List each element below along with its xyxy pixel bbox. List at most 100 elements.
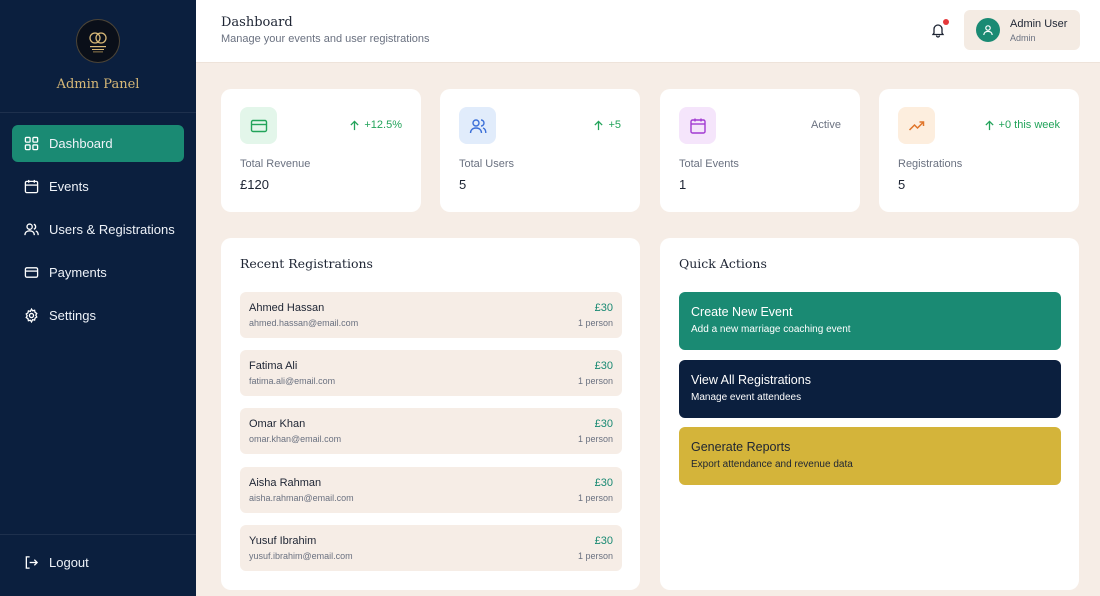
registrant-email: ahmed.hassan@email.com — [249, 318, 359, 328]
registration-count: 1 person — [577, 318, 613, 328]
generate-reports-button[interactable]: Generate Reports Export attendance and r… — [679, 427, 1061, 485]
registration-row[interactable]: Fatima Ali fatima.ali@email.com £30 1 pe… — [240, 350, 622, 396]
stat-card-events: Active Total Events 1 — [660, 89, 860, 212]
notification-dot — [943, 19, 949, 25]
stat-icon-box — [240, 107, 277, 144]
registrant-email: fatima.ali@email.com — [249, 376, 336, 386]
logout-label: Logout — [49, 555, 89, 570]
page-title: Dashboard — [221, 15, 293, 30]
stat-value: 5 — [459, 177, 467, 192]
action-subtitle: Manage event attendees — [691, 392, 802, 403]
registration-count: 1 person — [577, 493, 613, 503]
top-header: Dashboard Manage your events and user re… — [196, 0, 1100, 63]
registrant-name: Ahmed Hassan — [249, 302, 325, 314]
sidebar-item-settings[interactable]: Settings — [12, 297, 184, 334]
user-menu[interactable]: Admin User Admin — [964, 10, 1080, 50]
stat-card-revenue: +12.5% Total Revenue £120 — [221, 89, 421, 212]
panel-title: Admin Panel — [56, 77, 140, 92]
stat-card-registrations: +0 this week Registrations 5 — [879, 89, 1079, 212]
panel-heading: Recent Registrations — [240, 256, 373, 271]
brand-logo — [76, 19, 120, 63]
create-event-button[interactable]: Create New Event Add a new marriage coac… — [679, 292, 1061, 350]
stat-badge-text: +12.5% — [364, 119, 402, 131]
rings-logo-icon — [89, 32, 107, 53]
users-icon — [469, 118, 486, 133]
registrant-name: Aisha Rahman — [249, 477, 322, 489]
view-registrations-button[interactable]: View All Registrations Manage event atte… — [679, 360, 1061, 418]
trending-up-icon — [908, 120, 924, 131]
sidebar-nav: Dashboard Events Users & Registrations P… — [12, 125, 184, 340]
calendar-icon — [24, 179, 39, 194]
stat-value: 5 — [898, 177, 906, 192]
sidebar-item-label: Users & Registrations — [49, 222, 175, 237]
registrant-email: yusuf.ibrahim@email.com — [249, 551, 353, 561]
stat-icon-box — [679, 107, 716, 144]
sidebar-item-label: Payments — [49, 265, 107, 280]
logo-area — [0, 0, 196, 113]
calendar-icon — [689, 118, 706, 134]
stat-label: Total Users — [459, 158, 515, 170]
registrant-name: Omar Khan — [249, 418, 306, 430]
sidebar-item-label: Dashboard — [49, 136, 113, 151]
bell-icon[interactable] — [930, 22, 946, 38]
logout-icon — [25, 556, 39, 569]
action-subtitle: Add a new marriage coaching event — [691, 324, 851, 335]
registration-count: 1 person — [577, 551, 613, 561]
arrow-up-icon — [984, 119, 994, 130]
sidebar-item-users-registrations[interactable]: Users & Registrations — [12, 211, 184, 248]
registration-row[interactable]: Ahmed Hassan ahmed.hassan@email.com £30 … — [240, 292, 622, 338]
registration-count: 1 person — [577, 376, 613, 386]
stat-icon-box — [459, 107, 496, 144]
registrant-name: Yusuf Ibrahim — [249, 535, 317, 547]
arrow-up-icon — [594, 119, 604, 130]
registration-amount: £30 — [594, 535, 613, 547]
grid-icon — [24, 136, 39, 151]
stat-icon-box — [898, 107, 935, 144]
sidebar-divider — [0, 534, 196, 535]
sidebar-item-label: Events — [49, 179, 89, 194]
registration-row[interactable]: Omar Khan omar.khan@email.com £30 1 pers… — [240, 408, 622, 454]
registrant-email: aisha.rahman@email.com — [249, 493, 354, 503]
avatar — [976, 18, 1000, 42]
stat-trend-badge: +0 this week — [984, 119, 1060, 131]
stat-card-users: +5 Total Users 5 — [440, 89, 640, 212]
sidebar: Admin Panel Dashboard Events Users & Reg… — [0, 0, 196, 596]
sidebar-item-dashboard[interactable]: Dashboard — [12, 125, 184, 162]
stat-label: Registrations — [898, 158, 963, 170]
action-title: Create New Event — [691, 305, 793, 319]
sidebar-item-label: Settings — [49, 308, 96, 323]
gear-icon — [25, 308, 38, 323]
registrant-email: omar.khan@email.com — [249, 434, 342, 444]
arrow-up-icon — [350, 119, 359, 130]
stat-badge-text: +5 — [608, 119, 621, 131]
credit-card-icon — [250, 119, 267, 132]
user-name: Admin User — [1010, 18, 1068, 30]
user-icon — [983, 25, 993, 36]
registration-amount: £30 — [594, 418, 613, 430]
action-subtitle: Export attendance and revenue data — [691, 459, 853, 470]
stat-trend-badge: +12.5% — [349, 119, 402, 131]
recent-registrations-panel: Recent Registrations Ahmed Hassan ahmed.… — [221, 238, 640, 590]
users-icon — [24, 223, 39, 236]
stat-value: £120 — [240, 177, 269, 192]
quick-actions-panel: Quick Actions Create New Event Add a new… — [660, 238, 1079, 590]
stat-badge-text: Active — [811, 119, 841, 131]
sidebar-item-events[interactable]: Events — [12, 168, 184, 205]
action-title: Generate Reports — [691, 440, 791, 454]
sidebar-item-payments[interactable]: Payments — [12, 254, 184, 291]
action-title: View All Registrations — [691, 373, 811, 387]
stat-status-badge: Active — [811, 119, 841, 131]
stat-badge-text: +0 this week — [998, 119, 1060, 131]
stat-label: Total Events — [679, 158, 739, 170]
credit-card-icon — [24, 267, 39, 278]
page-subtitle: Manage your events and user registration… — [221, 33, 430, 45]
user-role: Admin — [1010, 33, 1036, 43]
registration-count: 1 person — [577, 434, 613, 444]
stat-label: Total Revenue — [240, 158, 311, 170]
logout-button[interactable]: Logout — [24, 555, 89, 570]
registrant-name: Fatima Ali — [249, 360, 298, 372]
registration-amount: £30 — [594, 477, 613, 489]
registration-row[interactable]: Aisha Rahman aisha.rahman@email.com £30 … — [240, 467, 622, 513]
stat-value: 1 — [679, 177, 687, 192]
registration-row[interactable]: Yusuf Ibrahim yusuf.ibrahim@email.com £3… — [240, 525, 622, 571]
